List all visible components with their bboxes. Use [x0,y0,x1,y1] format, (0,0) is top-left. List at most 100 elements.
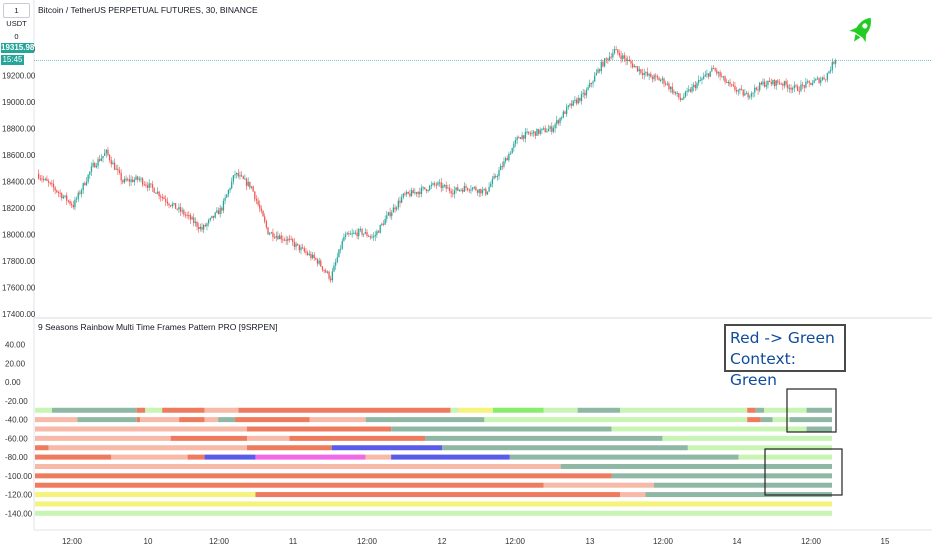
candle-body [447,187,449,189]
candle-body [531,132,533,135]
indicator-pane[interactable]: 40.00 20.00 0.00 -20.00 -40.00 -60.00 -80.00 -1… [5,322,843,518]
candle-body [414,192,416,194]
candle-body [102,155,104,159]
candle-body [67,200,69,202]
candle-body [463,186,465,192]
rainbow-segment [35,492,256,498]
candle-body [203,225,205,230]
candle-body [224,197,226,201]
candle-body [95,165,98,168]
candle-body [551,126,553,132]
candle-body [698,80,700,83]
candle-body [811,83,814,85]
candle-body [381,223,383,226]
candle-body [72,205,74,208]
candle-body [278,235,281,240]
rainbow-segment [187,454,205,460]
candle-body [117,168,119,171]
candle-body [346,233,348,235]
candle-body [313,254,315,259]
candle-body [640,69,642,73]
candle-body [240,175,243,177]
candle-body [668,83,670,90]
price-pane[interactable]: 19400.0019200.0019000.0018800.0018600.00… [2,0,932,530]
candle-body [272,232,274,238]
candle-body [556,120,558,125]
candle-body [777,80,779,83]
rainbow-segment [204,454,256,460]
candle-body [158,191,160,197]
candle-body [641,72,644,76]
candle-body [412,190,414,194]
candle-body [572,100,574,106]
candle-body [617,49,619,54]
candle-body [287,238,289,241]
candle-body [467,188,469,190]
candle-body [500,166,502,171]
candle-body [196,221,198,227]
candle-body [537,129,540,134]
candle-body [514,140,517,144]
candle-body [701,78,703,81]
candle-body [402,193,404,198]
candle-body [795,85,797,87]
candle-body [255,198,258,201]
candle-body [561,117,563,119]
candle-body [42,179,45,181]
candle-body [338,249,340,258]
rocket-icon [849,17,871,43]
time-tick-label: 12:00 [653,537,674,546]
candle-body [508,153,510,161]
candle-body [801,84,804,86]
symbol-chip[interactable]: 1 USDT 0 [3,3,30,41]
candle-body [605,58,607,60]
candle-body [298,244,300,251]
candle-body [511,148,513,154]
candle-body [757,89,759,91]
rainbow-segment [747,417,761,423]
rainbow-segment [738,454,832,460]
candle-body [549,126,551,130]
candle-body [653,75,655,80]
candle-body [328,271,330,279]
candle-body [584,92,586,96]
candle-body [575,99,578,104]
annotation-line-2: Context: Green [730,350,796,389]
candle-body [830,70,832,72]
candle-body [104,153,106,156]
candle-body [273,237,276,239]
candle-body [729,81,731,85]
price-y-tick-label: 17800.00 [2,257,36,266]
candle-body [211,215,213,218]
candle-body [521,135,523,139]
candle-body [798,90,800,92]
rainbow-segment [289,435,426,441]
candle-body [369,236,371,238]
candle-body [460,189,462,191]
candle-body [137,176,139,180]
rainbow-segment [136,417,141,423]
candle-body [85,181,88,186]
candle-body [178,207,180,210]
candle-body [509,153,512,155]
annotation-box[interactable]: Red -> Green Context: Green [724,324,846,389]
candle-body [283,239,286,241]
candle-body [582,92,584,95]
rainbow-segment [577,407,621,413]
candle-body [181,210,183,212]
candle-body [533,131,535,133]
candlestick-series [38,45,837,283]
candle-body [681,98,683,100]
time-axis: 12:00 10 12:00 11 12:00 12 12:00 13 12:00 14 12:00… [62,537,890,546]
candle-body [797,86,799,91]
candle-body [151,184,154,188]
candle-body [396,207,398,210]
candle-body [686,90,688,92]
candle-body [229,188,231,191]
candle-body [236,172,238,175]
candle-body [122,180,124,183]
candle-body [302,247,304,249]
candle-body [818,78,820,83]
rainbow-segment [140,417,180,423]
